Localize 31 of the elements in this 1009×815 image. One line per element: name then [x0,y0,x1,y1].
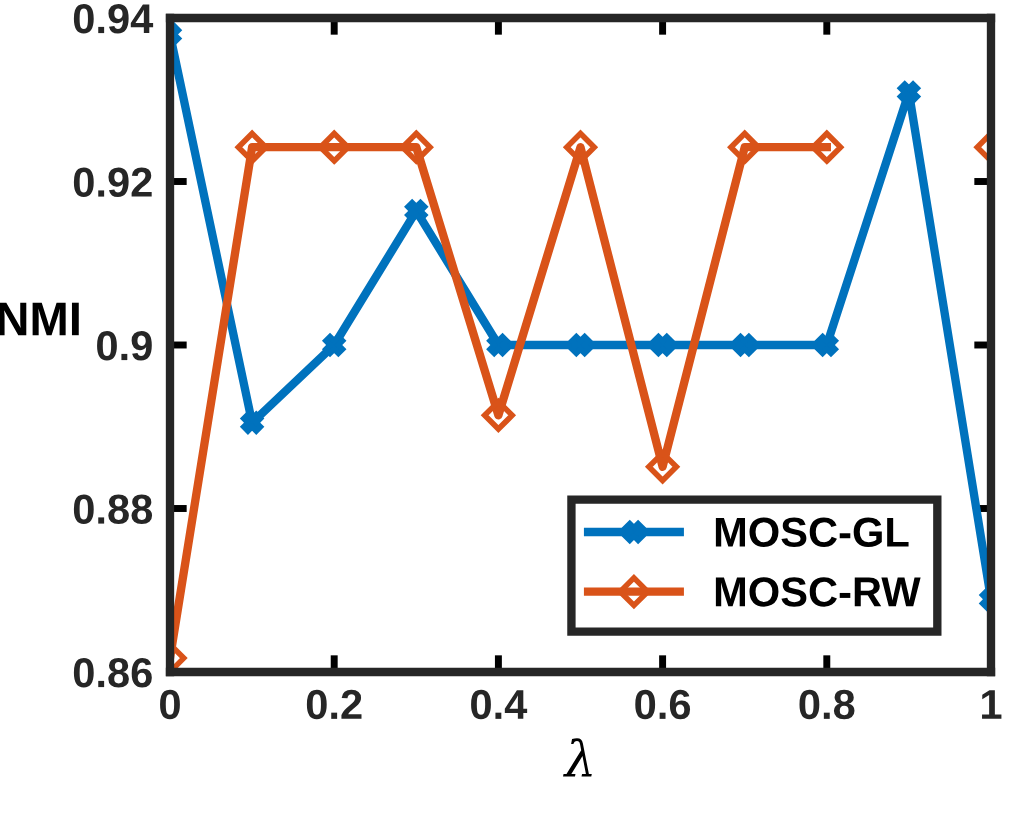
point [487,333,510,357]
point [733,333,756,357]
point [481,398,515,432]
point [563,130,598,164]
x-tick-label: 0.6 [635,689,691,720]
legend-label: MOSC-GL [715,517,909,547]
point [728,130,762,164]
x-tick-label: 0.2 [306,689,362,720]
y-tick-label: 0.92 [73,167,152,198]
point [405,199,428,223]
x-tick-label: 1 [982,690,1002,719]
point [815,333,838,357]
point [240,411,264,434]
point [399,130,433,164]
y-tick-label: 0.86 [73,658,152,688]
y-tick-label: 0.94 [73,4,154,34]
point [651,333,674,357]
x-tick-label: 0 [160,689,180,720]
point [235,130,269,164]
x-axis-title: λ [563,738,592,777]
x-tick-label: 0.4 [471,689,528,720]
point [569,333,592,357]
legend-label: MOSC-RW [715,577,921,607]
point [323,333,346,357]
point [810,130,844,164]
point [897,81,921,104]
point [317,130,351,164]
x-tick-label: 0.8 [799,689,855,720]
point [646,450,680,484]
y-tick-label: 0.88 [73,494,153,525]
y-tick-label: 0.9 [97,331,152,361]
